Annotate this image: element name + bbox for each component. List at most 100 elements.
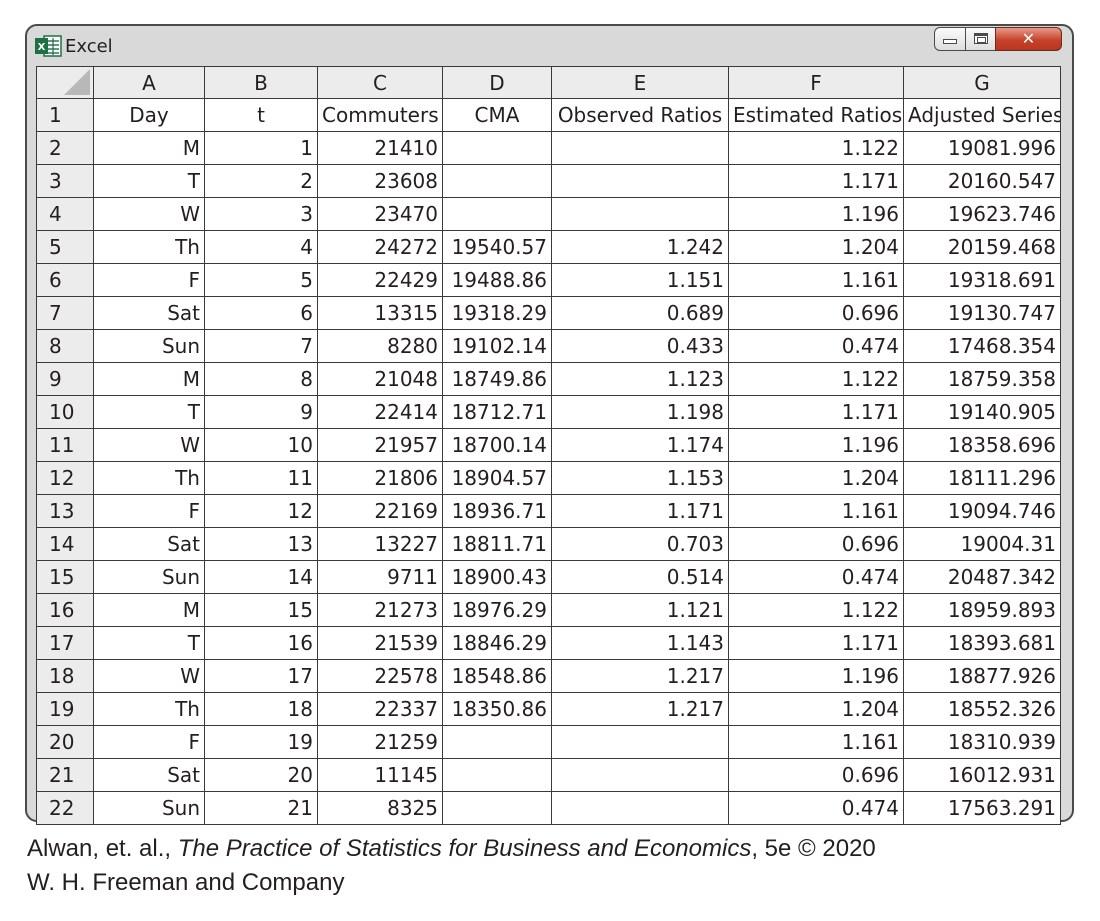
column-header-a[interactable]: A bbox=[93, 66, 205, 99]
cell-t[interactable]: 21 bbox=[204, 791, 318, 825]
cell-estimated-ratio[interactable]: 1.161 bbox=[728, 494, 904, 528]
cell-estimated-ratio[interactable]: 1.204 bbox=[728, 692, 904, 726]
cell-observed-ratio[interactable]: 1.151 bbox=[551, 263, 729, 297]
cell-cma[interactable]: 18350.86 bbox=[442, 692, 552, 726]
cell-commuters[interactable]: 22578 bbox=[317, 659, 443, 693]
row-header[interactable]: 14 bbox=[36, 527, 94, 561]
cell-day[interactable]: Th bbox=[93, 692, 205, 726]
cell-observed-ratio[interactable]: 0.703 bbox=[551, 527, 729, 561]
cell-estimated-ratio[interactable]: 1.122 bbox=[728, 131, 904, 165]
cell-cma[interactable]: 19318.29 bbox=[442, 296, 552, 330]
cell-adjusted-series[interactable]: 16012.931 bbox=[903, 758, 1061, 792]
cell-commuters[interactable]: 23608 bbox=[317, 164, 443, 198]
cell-estimated-ratio[interactable]: 1.171 bbox=[728, 395, 904, 429]
cell-t[interactable]: 17 bbox=[204, 659, 318, 693]
cell-commuters[interactable]: 13227 bbox=[317, 527, 443, 561]
cell-header-commuters[interactable]: Commuters bbox=[317, 98, 443, 132]
cell-commuters[interactable]: 21957 bbox=[317, 428, 443, 462]
column-header-b[interactable]: B bbox=[204, 66, 318, 99]
cell-estimated-ratio[interactable]: 0.474 bbox=[728, 560, 904, 594]
cell-day[interactable]: M bbox=[93, 362, 205, 396]
cell-commuters[interactable]: 8325 bbox=[317, 791, 443, 825]
cell-header-cma[interactable]: CMA bbox=[442, 98, 552, 132]
cell-adjusted-series[interactable]: 18877.926 bbox=[903, 659, 1061, 693]
cell-day[interactable]: M bbox=[93, 131, 205, 165]
cell-commuters[interactable]: 21806 bbox=[317, 461, 443, 495]
cell-commuters[interactable]: 21048 bbox=[317, 362, 443, 396]
cell-day[interactable]: Sat bbox=[93, 527, 205, 561]
cell-observed-ratio[interactable] bbox=[551, 164, 729, 198]
row-header[interactable]: 1 bbox=[36, 98, 94, 132]
cell-observed-ratio[interactable]: 1.123 bbox=[551, 362, 729, 396]
cell-day[interactable]: Th bbox=[93, 461, 205, 495]
minimize-button[interactable] bbox=[934, 27, 966, 51]
row-header[interactable]: 6 bbox=[36, 263, 94, 297]
cell-commuters[interactable]: 22414 bbox=[317, 395, 443, 429]
cell-estimated-ratio[interactable]: 1.122 bbox=[728, 362, 904, 396]
cell-t[interactable]: 18 bbox=[204, 692, 318, 726]
cell-observed-ratio[interactable] bbox=[551, 758, 729, 792]
cell-cma[interactable] bbox=[442, 164, 552, 198]
cell-cma[interactable]: 18904.57 bbox=[442, 461, 552, 495]
row-header[interactable]: 16 bbox=[36, 593, 94, 627]
cell-day[interactable]: Sat bbox=[93, 758, 205, 792]
maximize-button[interactable] bbox=[964, 27, 997, 51]
cell-cma[interactable] bbox=[442, 791, 552, 825]
cell-cma[interactable] bbox=[442, 131, 552, 165]
cell-cma[interactable]: 18712.71 bbox=[442, 395, 552, 429]
cell-day[interactable]: W bbox=[93, 659, 205, 693]
cell-adjusted-series[interactable]: 19004.31 bbox=[903, 527, 1061, 561]
row-header[interactable]: 21 bbox=[36, 758, 94, 792]
cell-adjusted-series[interactable]: 18111.296 bbox=[903, 461, 1061, 495]
cell-adjusted-series[interactable]: 17468.354 bbox=[903, 329, 1061, 363]
cell-adjusted-series[interactable]: 18959.893 bbox=[903, 593, 1061, 627]
cell-observed-ratio[interactable] bbox=[551, 791, 729, 825]
cell-header-t[interactable]: t bbox=[204, 98, 318, 132]
cell-observed-ratio[interactable]: 1.242 bbox=[551, 230, 729, 264]
cell-adjusted-series[interactable]: 19130.747 bbox=[903, 296, 1061, 330]
cell-cma[interactable]: 18900.43 bbox=[442, 560, 552, 594]
cell-observed-ratio[interactable]: 1.153 bbox=[551, 461, 729, 495]
cell-estimated-ratio[interactable]: 0.696 bbox=[728, 758, 904, 792]
cell-cma[interactable] bbox=[442, 758, 552, 792]
cell-t[interactable]: 9 bbox=[204, 395, 318, 429]
cell-estimated-ratio[interactable]: 1.171 bbox=[728, 164, 904, 198]
cell-cma[interactable]: 18700.14 bbox=[442, 428, 552, 462]
cell-t[interactable]: 16 bbox=[204, 626, 318, 660]
cell-header-adjusted-series[interactable]: Adjusted Series bbox=[903, 98, 1061, 132]
cell-commuters[interactable]: 22429 bbox=[317, 263, 443, 297]
cell-observed-ratio[interactable] bbox=[551, 131, 729, 165]
cell-day[interactable]: W bbox=[93, 428, 205, 462]
cell-observed-ratio[interactable]: 1.174 bbox=[551, 428, 729, 462]
row-header[interactable]: 18 bbox=[36, 659, 94, 693]
cell-cma[interactable]: 18976.29 bbox=[442, 593, 552, 627]
column-header-e[interactable]: E bbox=[551, 66, 729, 99]
cell-cma[interactable] bbox=[442, 197, 552, 231]
cell-estimated-ratio[interactable]: 1.204 bbox=[728, 230, 904, 264]
row-header[interactable]: 7 bbox=[36, 296, 94, 330]
cell-adjusted-series[interactable]: 18310.939 bbox=[903, 725, 1061, 759]
cell-commuters[interactable]: 23470 bbox=[317, 197, 443, 231]
cell-estimated-ratio[interactable]: 1.204 bbox=[728, 461, 904, 495]
cell-day[interactable]: Sun bbox=[93, 560, 205, 594]
cell-cma[interactable]: 19540.57 bbox=[442, 230, 552, 264]
cell-estimated-ratio[interactable]: 0.474 bbox=[728, 791, 904, 825]
cell-commuters[interactable]: 21410 bbox=[317, 131, 443, 165]
cell-day[interactable]: M bbox=[93, 593, 205, 627]
cell-estimated-ratio[interactable]: 1.161 bbox=[728, 263, 904, 297]
cell-header-estimated-ratios[interactable]: Estimated Ratios bbox=[728, 98, 904, 132]
row-header[interactable]: 10 bbox=[36, 395, 94, 429]
close-button[interactable]: ✕ bbox=[995, 27, 1062, 51]
cell-adjusted-series[interactable]: 20160.547 bbox=[903, 164, 1061, 198]
cell-t[interactable]: 7 bbox=[204, 329, 318, 363]
cell-cma[interactable]: 19102.14 bbox=[442, 329, 552, 363]
cell-estimated-ratio[interactable]: 1.171 bbox=[728, 626, 904, 660]
cell-estimated-ratio[interactable]: 1.196 bbox=[728, 659, 904, 693]
cell-estimated-ratio[interactable]: 0.696 bbox=[728, 296, 904, 330]
cell-commuters[interactable]: 22169 bbox=[317, 494, 443, 528]
cell-header-observed-ratios[interactable]: Observed Ratios bbox=[551, 98, 729, 132]
cell-adjusted-series[interactable]: 18552.326 bbox=[903, 692, 1061, 726]
cell-observed-ratio[interactable]: 0.433 bbox=[551, 329, 729, 363]
cell-t[interactable]: 14 bbox=[204, 560, 318, 594]
row-header[interactable]: 22 bbox=[36, 791, 94, 825]
